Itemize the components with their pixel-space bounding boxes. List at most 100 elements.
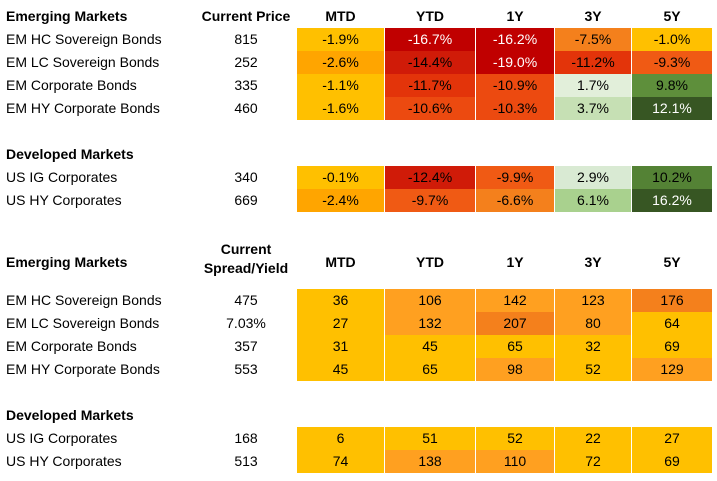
row-name: EM LC Sovereign Bonds [6, 315, 160, 331]
5y-cell: 12.1% [632, 97, 712, 120]
table-row: US IG Corporates 168 6 51 52 22 27 [0, 427, 717, 450]
mtd-cell: -1.9% [297, 28, 384, 51]
table-row: EM HC Sovereign Bonds 815 -1.9% -16.7% -… [0, 28, 717, 51]
5y-cell: 10.2% [632, 166, 712, 189]
mtd-cell: -2.6% [297, 51, 384, 74]
table-row: US HY Corporates 513 74 138 110 72 69 [0, 450, 717, 473]
table2-section-title-dm: Developed Markets [6, 407, 134, 423]
1y-cell: -16.2% [476, 28, 554, 51]
table-row: EM HY Corporate Bonds 460 -1.6% -10.6% -… [0, 97, 717, 120]
ytd-column-header: YTD [416, 8, 444, 24]
3y-cell: 2.9% [555, 166, 631, 189]
mtd-cell: 31 [297, 335, 384, 358]
ytd-cell: 132 [385, 312, 475, 335]
1y-cell: 52 [476, 427, 554, 450]
3y-cell: 80 [555, 312, 631, 335]
5y-cell: 27 [632, 427, 712, 450]
mtd-column-header: MTD [325, 254, 356, 270]
3y-cell: 72 [555, 450, 631, 473]
3y-cell: 52 [555, 358, 631, 381]
5y-column-header: 5Y [663, 254, 681, 270]
3y-cell: 32 [555, 335, 631, 358]
table-row: EM LC Sovereign Bonds 252 -2.6% -14.4% -… [0, 51, 717, 74]
price-column-header: Current Price [201, 8, 291, 24]
5y-cell: 9.8% [632, 74, 712, 97]
table1-section-title-em: Emerging Markets [6, 8, 128, 24]
row-name: US HY Corporates [6, 192, 122, 208]
table-row: US IG Corporates 340 -0.1% -12.4% -9.9% … [0, 166, 717, 189]
table-row: EM Corporate Bonds 335 -1.1% -11.7% -10.… [0, 74, 717, 97]
row-price: 252 [234, 54, 258, 70]
1y-cell: 207 [476, 312, 554, 335]
5y-cell: 69 [632, 335, 712, 358]
1y-column-header: 1Y [506, 254, 524, 270]
ytd-column-header: YTD [416, 254, 444, 270]
3y-column-header: 3Y [584, 8, 602, 24]
3y-cell: 3.7% [555, 97, 631, 120]
row-spread: 513 [234, 453, 258, 469]
row-spread: 168 [234, 430, 258, 446]
row-spread: 7.03% [226, 315, 266, 331]
row-price: 335 [234, 77, 258, 93]
row-name: EM HY Corporate Bonds [6, 361, 160, 377]
mtd-cell: -2.4% [297, 189, 384, 212]
1y-cell: 142 [476, 289, 554, 312]
ytd-cell: 138 [385, 450, 475, 473]
table-row: US HY Corporates 669 -2.4% -9.7% -6.6% 6… [0, 189, 717, 212]
1y-cell: 98 [476, 358, 554, 381]
mtd-cell: 27 [297, 312, 384, 335]
1y-cell: 65 [476, 335, 554, 358]
spread-column-header: Current Spread/Yield [196, 240, 296, 286]
ytd-cell: -10.6% [385, 97, 475, 120]
ytd-cell: -11.7% [385, 74, 475, 97]
5y-column-header: 5Y [663, 8, 681, 24]
5y-cell: -9.3% [632, 51, 712, 74]
1y-cell: -6.6% [476, 189, 554, 212]
table1-header-row: Emerging Markets Current Price MTD YTD 1… [0, 5, 717, 28]
table-row: EM HC Sovereign Bonds 475 36 106 142 123… [0, 289, 717, 312]
1y-column-header: 1Y [506, 8, 524, 24]
row-price: 460 [234, 100, 258, 116]
row-name: EM LC Sovereign Bonds [6, 54, 160, 70]
3y-cell: 6.1% [555, 189, 631, 212]
mtd-column-header: MTD [325, 8, 356, 24]
5y-cell: 176 [632, 289, 712, 312]
table2-header-row: Emerging Markets Current Spread/Yield MT… [0, 240, 717, 286]
ytd-cell: 65 [385, 358, 475, 381]
row-name: EM Corporate Bonds [6, 338, 137, 354]
table2-section-title-em: Emerging Markets [6, 254, 128, 270]
table1-dm-title-row: Developed Markets [0, 143, 717, 166]
1y-cell: -9.9% [476, 166, 554, 189]
5y-cell: 69 [632, 450, 712, 473]
5y-cell: 16.2% [632, 189, 712, 212]
mtd-cell: -1.1% [297, 74, 384, 97]
1y-cell: -10.9% [476, 74, 554, 97]
row-name: US IG Corporates [6, 169, 118, 185]
row-spread: 357 [234, 338, 258, 354]
mtd-cell: -0.1% [297, 166, 384, 189]
spread-header-line-1: Current [220, 241, 272, 257]
table-row: EM Corporate Bonds 357 31 45 65 32 69 [0, 335, 717, 358]
mtd-cell: 6 [297, 427, 384, 450]
mtd-cell: 36 [297, 289, 384, 312]
ytd-cell: -9.7% [385, 189, 475, 212]
ytd-cell: 106 [385, 289, 475, 312]
mtd-cell: 45 [297, 358, 384, 381]
row-price: 815 [234, 31, 258, 47]
spread-header-line-2: Spread/Yield [203, 260, 289, 276]
row-spread: 553 [234, 361, 258, 377]
3y-cell: 123 [555, 289, 631, 312]
table1-section-title-dm: Developed Markets [6, 146, 134, 162]
mtd-cell: -1.6% [297, 97, 384, 120]
row-name: EM HY Corporate Bonds [6, 100, 160, 116]
row-name: US IG Corporates [6, 430, 118, 446]
3y-column-header: 3Y [584, 254, 602, 270]
ytd-cell: -16.7% [385, 28, 475, 51]
ytd-cell: 45 [385, 335, 475, 358]
1y-cell: 110 [476, 450, 554, 473]
3y-cell: 1.7% [555, 74, 631, 97]
ytd-cell: -14.4% [385, 51, 475, 74]
row-name: US HY Corporates [6, 453, 122, 469]
table2-dm-title-row: Developed Markets [0, 404, 717, 427]
row-price: 340 [234, 169, 258, 185]
